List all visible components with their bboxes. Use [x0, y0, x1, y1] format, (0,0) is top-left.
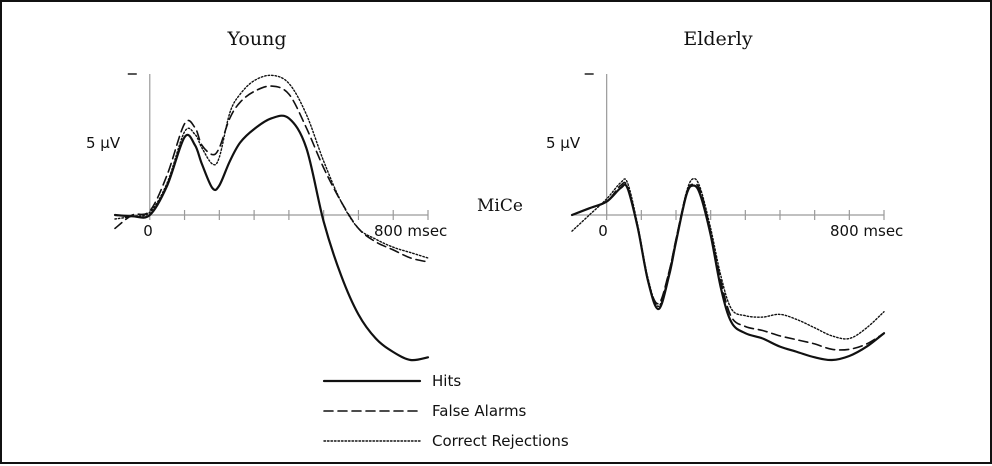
trace-elderly-false-alarms: [571, 181, 885, 351]
x-tick-end-young: 800 msec: [374, 222, 447, 240]
trace-young-hits: [113, 114, 430, 362]
trace-young-false-alarms: [114, 85, 429, 263]
channel-label: MiCe: [477, 196, 523, 216]
panel-elderly: Elderly 5 µV 0 800 msec: [546, 28, 903, 362]
legend-label-hits: Hits: [432, 372, 461, 390]
y-scale-label-elderly: 5 µV: [546, 134, 581, 152]
x-tick-zero-elderly: 0: [598, 222, 608, 240]
panel-title-elderly: Elderly: [683, 28, 753, 50]
legend-label-correct-rejections: Correct Rejections: [432, 432, 569, 450]
x-tick-end-elderly: 800 msec: [830, 222, 903, 240]
legend: Hits False Alarms Correct Rejections: [322, 372, 569, 450]
panel-title-young: Young: [227, 28, 287, 50]
trace-elderly-correct-rejections: [571, 177, 885, 340]
panel-young: Young 5 µV 0 800 msec MiCe: [86, 28, 523, 362]
trace-young-correct-rejections: [114, 74, 429, 259]
x-tick-zero-young: 0: [143, 222, 153, 240]
y-scale-label-young: 5 µV: [86, 134, 121, 152]
legend-label-false-alarms: False Alarms: [432, 402, 527, 420]
trace-elderly-hits: [570, 183, 886, 362]
